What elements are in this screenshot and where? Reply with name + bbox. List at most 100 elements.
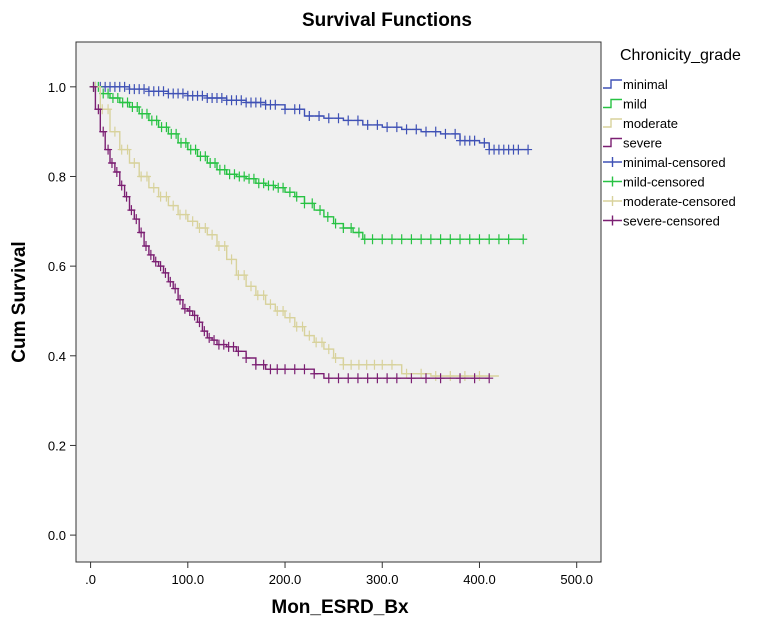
censor-mark-moderate [149, 182, 158, 193]
censor-mark-moderate [201, 223, 210, 234]
censor-mark-severe [127, 205, 136, 216]
legend-label: moderate-censored [623, 194, 736, 209]
censor-mark-mild [378, 234, 387, 245]
censor-mark-severe [251, 359, 260, 370]
censor-mark-moderate [227, 254, 236, 265]
censor-mark-severe [104, 144, 113, 155]
censor-mark-moderate [266, 299, 275, 310]
censor-mark-severe [470, 373, 479, 384]
censor-mark-mild [292, 191, 301, 202]
censor-mark-mild [279, 182, 288, 193]
x-tick-label: 200.0 [269, 572, 302, 587]
censor-mark-moderate [104, 104, 113, 115]
legend-swatch-censor [603, 157, 622, 167]
y-tick-label: 0.6 [48, 259, 66, 274]
censor-mark-severe [210, 335, 219, 346]
censor-mark-minimal [324, 113, 333, 124]
legend-swatch-line [603, 137, 622, 148]
legend-swatch-censor [603, 196, 622, 206]
censor-mark-minimal [431, 126, 440, 137]
series-layer [89, 81, 533, 384]
censor-mark-moderate [285, 312, 294, 323]
censor-mark-minimal [383, 122, 392, 133]
censor-mark-severe [363, 373, 372, 384]
censor-mark-mild [259, 178, 268, 189]
legend: Chronicity_grade minimal mild moderate seve… [603, 47, 741, 229]
censor-mark-minimal [295, 104, 304, 115]
censor-mark-severe [334, 373, 343, 384]
censor-mark-moderate [305, 330, 314, 341]
censor-mark-minimal [392, 122, 401, 133]
censor-mark-severe [324, 373, 333, 384]
plot-area [75, 41, 602, 563]
censor-mark-moderate [331, 353, 340, 364]
censor-mark-moderate [387, 359, 396, 370]
censor-mark-mild [191, 144, 200, 155]
censor-mark-minimal [140, 84, 149, 95]
censor-mark-severe [151, 256, 160, 267]
censor-mark-minimal [524, 144, 533, 155]
censor-mark-minimal [353, 115, 362, 126]
censor-mark-severe [137, 227, 146, 238]
censor-mark-mild [269, 180, 278, 191]
censor-mark-mild [201, 151, 210, 162]
censor-mark-mild [249, 173, 258, 184]
censor-mark-mild [300, 198, 309, 209]
censor-mark-severe [422, 373, 430, 384]
censor-mark-severe [310, 368, 319, 379]
y-tick-label: 0.0 [48, 528, 66, 543]
censor-mark-severe [185, 305, 194, 316]
censor-mark-minimal [373, 119, 382, 130]
censor-mark-severe [436, 373, 445, 384]
censor-mark-severe [122, 191, 131, 202]
censor-mark-minimal [441, 128, 450, 139]
censor-mark-minimal [344, 115, 353, 126]
censor-mark-moderate [220, 240, 229, 251]
y-tick-label: 0.8 [48, 169, 66, 184]
censor-mark-moderate [162, 191, 171, 202]
censor-mark-minimal [120, 81, 129, 92]
censor-mark-mild [368, 234, 377, 245]
censor-mark-minimal [178, 88, 187, 99]
censor-mark-mild [240, 171, 249, 182]
x-tick-label: 300.0 [366, 572, 399, 587]
legend-swatch-line [603, 79, 622, 89]
censor-mark-moderate [378, 359, 387, 370]
censor-mark-mild [308, 198, 317, 209]
censor-mark-moderate [279, 305, 288, 316]
censor-mark-mild [494, 234, 503, 245]
censor-mark-moderate [460, 370, 469, 381]
censor-mark-minimal [451, 128, 460, 139]
chart-title: Survival Functions [302, 10, 472, 31]
censor-mark-mild [446, 234, 455, 245]
censor-mark-mild [104, 88, 113, 99]
censor-mark-severe [373, 373, 382, 384]
censor-mark-mild [211, 158, 220, 169]
censor-mark-severe [142, 240, 150, 251]
censor-mark-mild [475, 234, 484, 245]
censor-mark-severe [180, 303, 189, 314]
censor-mark-minimal [363, 119, 372, 130]
censor-mark-minimal [480, 137, 489, 148]
legend-label: mild [623, 97, 647, 112]
censor-mark-mild [354, 227, 363, 238]
y-axis-label: Cum Survival [9, 241, 30, 362]
censor-mark-severe [171, 283, 180, 294]
censor-mark-moderate [317, 337, 326, 348]
x-tick-label: 500.0 [560, 572, 593, 587]
censor-mark-moderate [354, 359, 363, 370]
censor-mark-minimal [514, 144, 523, 155]
censor-mark-mild [181, 137, 190, 148]
censor-mark-mild [504, 234, 513, 245]
censor-mark-minimal [217, 93, 226, 104]
censor-mark-severe [176, 294, 185, 305]
censor-mark-moderate [402, 368, 411, 379]
censor-mark-minimal [159, 86, 168, 97]
legend-label: severe-censored [623, 214, 720, 229]
censor-mark-minimal [470, 135, 479, 146]
censor-mark-severe [281, 364, 290, 375]
censor-mark-moderate [259, 290, 268, 301]
censor-mark-mild [230, 169, 239, 180]
censor-mark-moderate [431, 370, 440, 381]
